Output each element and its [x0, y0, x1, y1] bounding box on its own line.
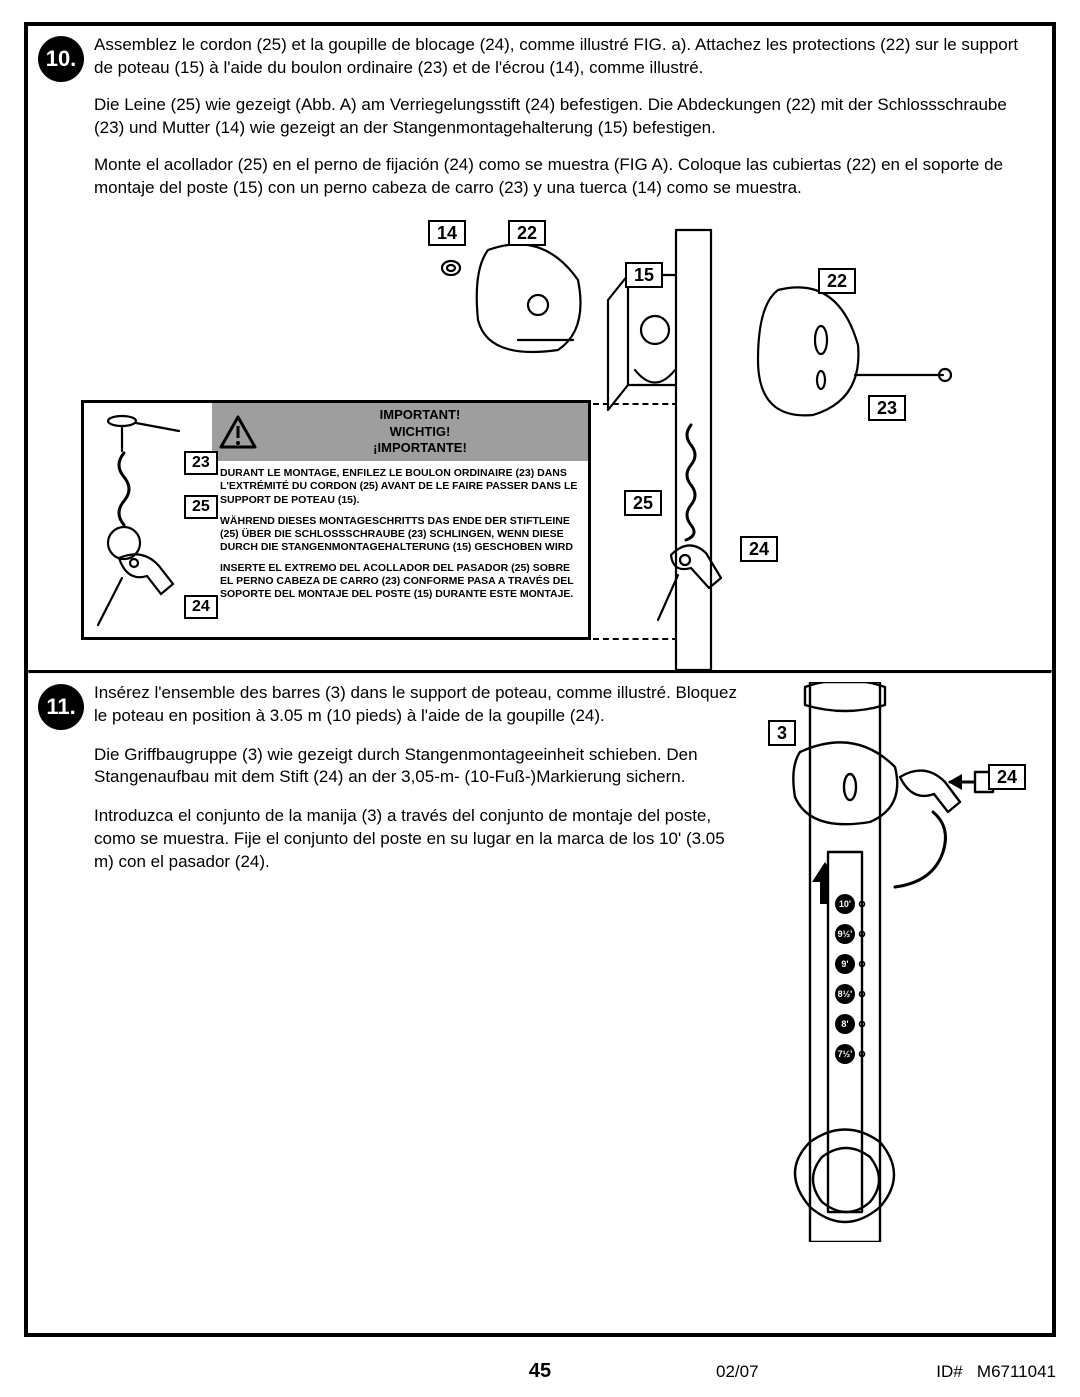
page-border: 10. Assemblez le cordon (25) et la goupi…: [24, 22, 1056, 1337]
step-10: 10. Assemblez le cordon (25) et la goupi…: [28, 26, 1052, 220]
height-mark-label: 8': [841, 1019, 848, 1029]
inset-text-es: INSERTE EL EXTREMO DEL ACOLLADOR DEL PAS…: [220, 562, 580, 601]
step-11: 11. Insérez l'ensemble des barres (3) da…: [28, 674, 1052, 1222]
inset-header-de: WICHTIG!: [258, 424, 582, 441]
height-mark-label: 10': [839, 899, 851, 909]
callout-14: 14: [428, 220, 466, 246]
inset-text-de: WÄHREND DIESES MONTAGESCHRITTS DAS ENDE …: [220, 515, 580, 554]
footer-id-label: ID#: [936, 1362, 962, 1381]
step-11-text-de: Die Griffbaugruppe (3) wie gezeigt durch…: [94, 744, 740, 790]
important-inset: 23 25 24 IMPORTANT! WICHTIG!: [81, 400, 591, 640]
height-mark-label: 7½': [838, 1049, 853, 1059]
step-10-text-es: Monte el acollador (25) en el perno de f…: [94, 154, 1040, 200]
page-number: 45: [364, 1360, 716, 1383]
footer-id-value: M6711041: [977, 1362, 1056, 1381]
step-10-badge: 10.: [38, 36, 84, 82]
inset-header-es: ¡IMPORTANTE!: [258, 440, 582, 457]
step-11-figure: 10' 9½' 9' 8½' 8' 7½' 3 24: [750, 682, 1040, 1222]
step-10-figure: 14 22 15 22 23 25 24: [28, 220, 1052, 670]
height-mark-label: 9½': [838, 929, 853, 939]
callout-15: 15: [625, 262, 663, 288]
step-10-text-fr: Assemblez le cordon (25) et la goupille …: [94, 34, 1040, 80]
step-11-text-es: Introduzca el conjunto de la manija (3) …: [94, 805, 740, 874]
inset-illustration: 23 25 24: [84, 403, 212, 637]
callout-25: 25: [624, 490, 662, 516]
callout-3: 3: [768, 720, 796, 746]
step-11-text-fr: Insérez l'ensemble des barres (3) dans l…: [94, 682, 740, 728]
inset-callout-24: 24: [184, 595, 218, 619]
step-11-badge: 11.: [38, 684, 84, 730]
step-10-text-de: Die Leine (25) wie gezeigt (Abb. A) am V…: [94, 94, 1040, 140]
callout-24: 24: [740, 536, 778, 562]
callout-22a: 22: [508, 220, 546, 246]
inset-callout-23: 23: [184, 451, 218, 475]
inset-text-fr: DURANT LE MONTAGE, ENFILEZ LE BOULON ORD…: [220, 467, 580, 506]
inset-callout-25: 25: [184, 495, 218, 519]
inset-header-en: IMPORTANT!: [258, 407, 582, 424]
height-mark-label: 8½': [838, 989, 853, 999]
callout-22b: 22: [818, 268, 856, 294]
footer-date: 02/07: [716, 1362, 856, 1382]
page-footer: 45 02/07 ID# M6711041: [24, 1360, 1056, 1383]
height-mark-label: 9': [841, 959, 848, 969]
callout-23: 23: [868, 395, 906, 421]
callout-24b: 24: [988, 764, 1026, 790]
inset-header: IMPORTANT! WICHTIG! ¡IMPORTANTE!: [212, 403, 588, 462]
warning-triangle-icon: [218, 414, 258, 450]
